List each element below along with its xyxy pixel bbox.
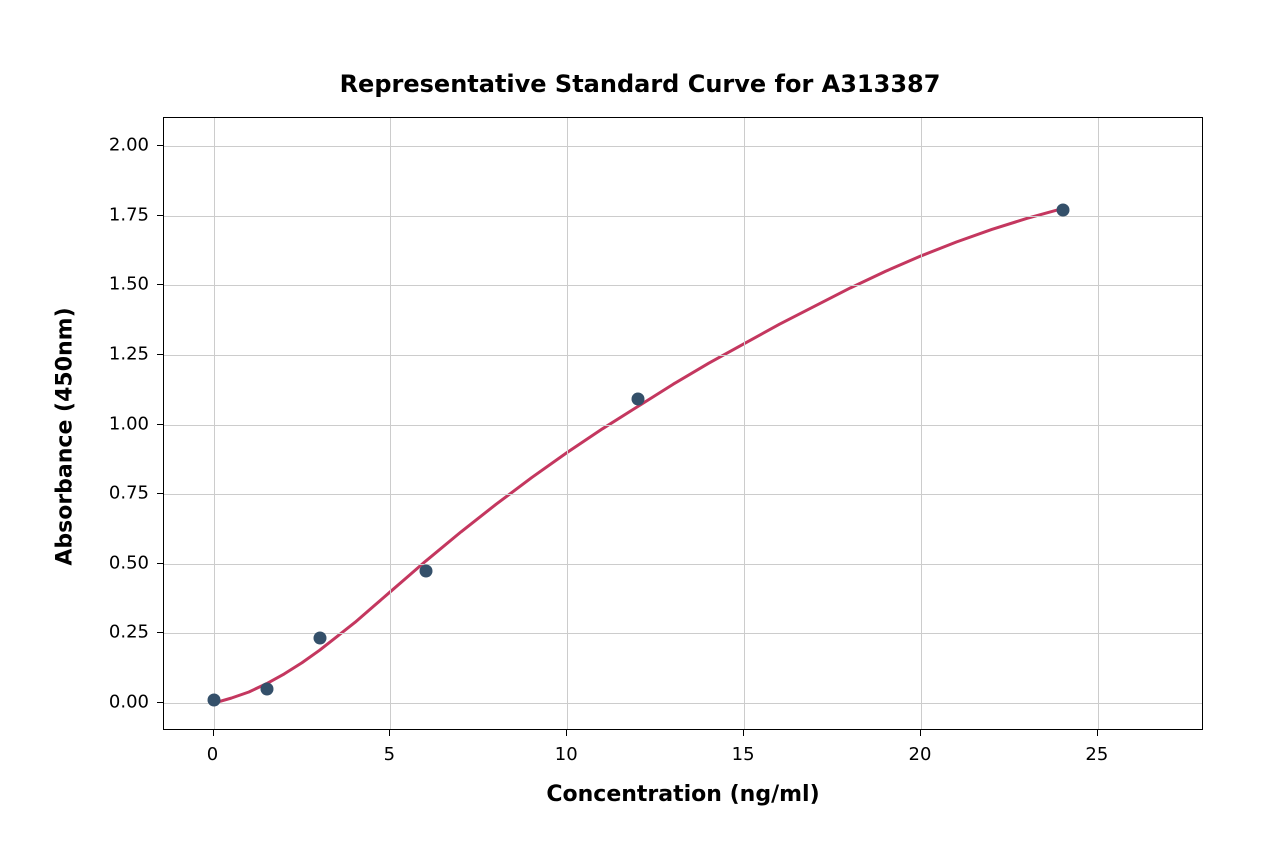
x-tick-label: 25	[1085, 744, 1108, 765]
x-tick-label: 20	[909, 744, 932, 765]
x-tick-label: 0	[207, 744, 218, 765]
y-tick-label: 1.50	[89, 274, 149, 295]
grid-line-v	[214, 118, 215, 729]
grid-line-h	[164, 494, 1202, 495]
x-tick-mark	[213, 730, 214, 736]
x-tick-label: 15	[732, 744, 755, 765]
grid-line-h	[164, 146, 1202, 147]
y-tick-label: 0.25	[89, 622, 149, 643]
data-point	[1056, 203, 1069, 216]
y-tick-mark	[157, 284, 163, 285]
y-tick-mark	[157, 424, 163, 425]
data-point	[207, 694, 220, 707]
y-tick-mark	[157, 563, 163, 564]
grid-line-h	[164, 564, 1202, 565]
chart-title: Representative Standard Curve for A31338…	[340, 70, 941, 98]
x-tick-mark	[389, 730, 390, 736]
data-point	[260, 683, 273, 696]
grid-line-v	[744, 118, 745, 729]
plot-area	[163, 117, 1203, 730]
y-tick-mark	[157, 145, 163, 146]
y-tick-label: 1.00	[89, 413, 149, 434]
y-tick-label: 0.50	[89, 552, 149, 573]
x-tick-mark	[920, 730, 921, 736]
x-tick-label: 10	[555, 744, 578, 765]
x-tick-label: 5	[384, 744, 395, 765]
grid-line-h	[164, 703, 1202, 704]
x-tick-mark	[1097, 730, 1098, 736]
y-tick-label: 1.75	[89, 204, 149, 225]
y-tick-label: 1.25	[89, 343, 149, 364]
grid-line-v	[567, 118, 568, 729]
data-point	[419, 564, 432, 577]
y-tick-label: 0.00	[89, 692, 149, 713]
y-tick-mark	[157, 354, 163, 355]
y-tick-label: 0.75	[89, 483, 149, 504]
y-tick-mark	[157, 215, 163, 216]
data-point	[632, 393, 645, 406]
grid-line-v	[921, 118, 922, 729]
x-tick-mark	[566, 730, 567, 736]
grid-line-h	[164, 285, 1202, 286]
grid-line-h	[164, 355, 1202, 356]
grid-line-h	[164, 216, 1202, 217]
data-point	[313, 631, 326, 644]
grid-line-v	[1098, 118, 1099, 729]
y-tick-mark	[157, 702, 163, 703]
x-axis-label: Concentration (ng/ml)	[546, 782, 819, 807]
chart-container: Representative Standard Curve for A31338…	[0, 0, 1280, 845]
y-tick-mark	[157, 493, 163, 494]
y-axis-label: Absorbance (450nm)	[53, 307, 78, 565]
y-tick-label: 2.00	[89, 134, 149, 155]
grid-line-v	[390, 118, 391, 729]
grid-line-h	[164, 425, 1202, 426]
y-tick-mark	[157, 632, 163, 633]
x-tick-mark	[743, 730, 744, 736]
